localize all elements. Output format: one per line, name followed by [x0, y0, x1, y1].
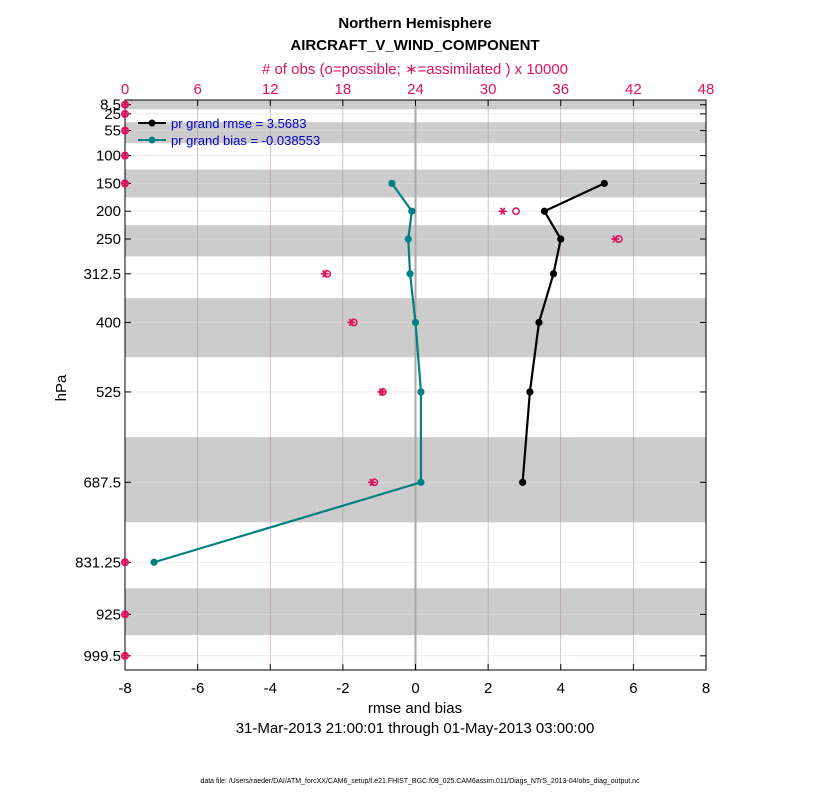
top-tick-label: 30	[480, 81, 497, 98]
legend-bias-label: pr grand bias = -0.038553	[171, 133, 320, 148]
y-tick-label: 150	[96, 175, 121, 192]
top-tick-label: 42	[625, 81, 642, 98]
bias-point	[417, 478, 425, 486]
bias-point	[150, 558, 158, 566]
x-tick-label: 6	[629, 680, 637, 697]
x-tick-label: -8	[118, 680, 131, 697]
asterisk-stroke	[612, 235, 618, 243]
y-tick-label: 250	[96, 231, 121, 248]
asterisk-stroke	[378, 388, 385, 396]
top-tick-label: 12	[262, 81, 279, 98]
y-tick-label: 687.5	[83, 474, 121, 491]
legend: pr grand rmse = 3.5683 pr grand bias = -…	[138, 116, 320, 148]
obs-assimilated-marker	[121, 151, 129, 160]
rmse-point	[519, 478, 527, 486]
obs-assimilated-marker	[121, 126, 129, 135]
rmse-point	[557, 235, 565, 243]
y-tick-label: 100	[96, 148, 121, 165]
y-tick-label: 25	[104, 106, 121, 123]
bias-point	[408, 207, 416, 215]
obs-assimilated-marker	[347, 318, 356, 327]
obs-assimilated-marker	[611, 235, 620, 243]
x-tick-label: 2	[484, 680, 492, 697]
y-tick-label: 8.5	[100, 97, 121, 114]
y-tick-label: 312.5	[83, 266, 121, 283]
data-file-footnote: data file: /Users/raeder/DAI/ATM_forcXX/…	[200, 778, 640, 785]
top-tick-label: 24	[407, 81, 424, 98]
obs-assimilated-marker	[498, 207, 507, 216]
asterisk-stroke	[122, 651, 128, 660]
obs-assimilated-marker	[121, 110, 129, 118]
top-axis-label: # of obs (o=possible; ∗=assimilated ) x …	[262, 61, 568, 78]
date-range: 31-Mar-2013 21:00:01 through 01-May-2013…	[236, 720, 595, 737]
bias-point	[404, 235, 412, 243]
legend-rmse-marker	[148, 119, 156, 127]
x-axis-label: rmse and bias	[368, 700, 462, 717]
asterisk-stroke	[499, 207, 506, 216]
top-tick-label: 6	[193, 81, 201, 98]
obs-assimilated-marker	[367, 478, 376, 487]
x-tick-labels: -8 -6 -4 -2 0 2 4 6 8	[118, 680, 710, 697]
asterisk-stroke	[122, 610, 128, 619]
top-tick-label: 18	[335, 81, 352, 98]
obs-assimilated-marker	[320, 269, 329, 278]
y-tick-label: 831.25	[75, 554, 121, 571]
asterisk-stroke	[322, 269, 328, 278]
asterisk-stroke	[122, 179, 128, 188]
data-series	[150, 179, 608, 566]
asterisk-stroke	[122, 558, 128, 567]
y-tick-label: 525	[96, 384, 121, 401]
obs-assimilated-marker	[121, 651, 129, 660]
obs-assimilated-marker	[121, 558, 129, 567]
asterisk-stroke	[122, 151, 128, 160]
bias-point	[417, 388, 425, 396]
rmse-point	[600, 179, 608, 188]
y-tick-label: 999.5	[83, 648, 121, 665]
legend-bias-marker	[148, 136, 156, 144]
legend-rmse-label: pr grand rmse = 3.5683	[171, 116, 307, 131]
axis-ticks	[124, 100, 707, 670]
asterisk-stroke	[122, 110, 128, 118]
rmse-point	[540, 207, 549, 215]
obs-assimilated-marker	[121, 100, 129, 109]
obs-assimilated-marker	[377, 388, 386, 396]
obs-count-markers	[121, 100, 623, 660]
asterisk-stroke	[369, 478, 375, 487]
chart-subtitle: AIRCRAFT_V_WIND_COMPONENT	[290, 37, 539, 54]
chart-title: Northern Hemisphere	[338, 15, 491, 32]
top-tick-label: 36	[552, 81, 569, 98]
top-tick-label: 48	[698, 81, 715, 98]
obs-assimilated-marker	[121, 610, 129, 619]
y-tick-label: 55	[104, 123, 121, 140]
rmse-point	[549, 270, 558, 278]
rmse-point	[526, 388, 534, 396]
obs-assimilated-marker	[121, 179, 129, 188]
x-tick-label: -2	[336, 680, 349, 697]
bias-point	[411, 318, 420, 327]
asterisk-stroke	[348, 318, 355, 327]
x-tick-label: -6	[191, 680, 204, 697]
asterisk-stroke	[122, 126, 128, 135]
rmse-point	[535, 318, 543, 327]
bias-point	[388, 179, 396, 188]
bias-point	[406, 270, 414, 278]
bias-line	[153, 182, 423, 564]
x-tick-label: 4	[557, 680, 565, 697]
top-tick-label: 0	[121, 81, 129, 98]
asterisk-stroke	[122, 100, 128, 109]
y-tick-label: 400	[96, 314, 121, 331]
y-tick-label: 925	[96, 606, 121, 623]
x-tick-label: -4	[264, 680, 277, 697]
top-tick-labels: 0 6 12 18 24 30 36 42 48	[121, 81, 715, 98]
y-axis-label: hPa	[53, 374, 70, 401]
y-tick-label: 200	[96, 203, 121, 220]
x-tick-label: 0	[411, 680, 419, 697]
x-tick-label: 8	[702, 680, 710, 697]
obs-possible-marker	[512, 207, 520, 216]
